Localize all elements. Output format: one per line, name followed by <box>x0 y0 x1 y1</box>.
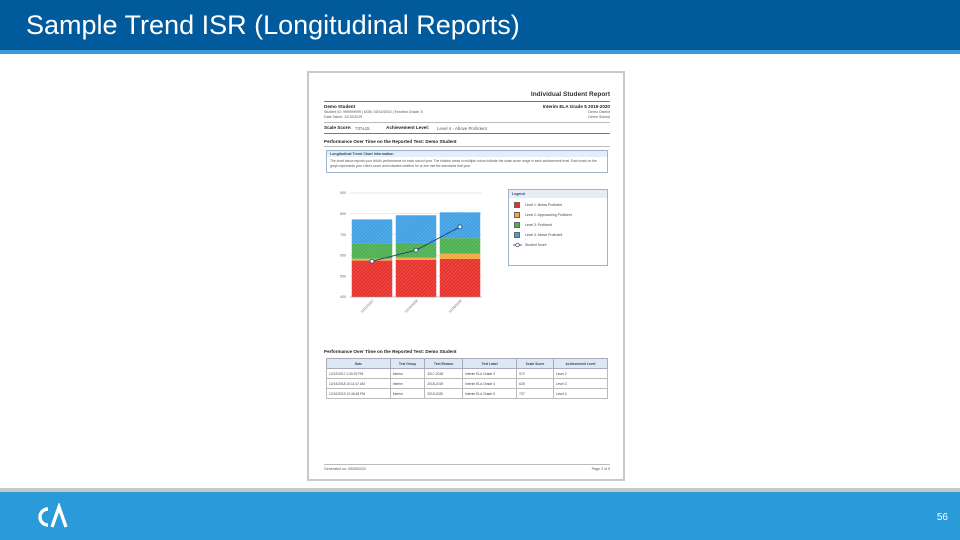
column-header: Test Reason <box>424 358 464 369</box>
y-tick-label: 900 <box>340 191 346 195</box>
table-cell: 737 <box>516 388 554 399</box>
report-document: Individual Student Report Demo Student I… <box>307 71 625 481</box>
column-header: Test Label <box>462 358 518 369</box>
table-row: 12/10/2019 12:46:48 PM Interim 2019-2020… <box>326 388 609 399</box>
level-band-hatch <box>351 260 393 297</box>
table-cell: 2017-2018 <box>424 368 464 379</box>
report-page: Individual Student Report Demo Student I… <box>324 83 610 473</box>
page-of: Page 2 of 5 <box>591 467 610 471</box>
achievement-level-value: Level 4 - Above Proficient <box>437 126 487 131</box>
table-cell: Level 4 <box>552 388 609 399</box>
table-cell: Interim ELA Grade 5 <box>462 388 518 399</box>
scale-score-label: Scale Score: <box>324 125 352 130</box>
student-score-point <box>369 258 375 264</box>
chart-info-box: Longitudinal Trend Chart Information The… <box>326 150 608 173</box>
student-score-point <box>457 224 463 230</box>
legend-title: Legend <box>512 192 525 196</box>
level-band-hatch <box>439 238 481 254</box>
table-cell: 625 <box>516 378 554 389</box>
table-cell: 12/14/2018 10:11:47 AM <box>326 378 391 389</box>
table-row: 12/14/2018 10:11:47 AM Interim 2018-2019… <box>326 378 609 389</box>
legend-box: Legend Level 1: Below Proficient Level 2… <box>508 189 608 266</box>
achievement-level-label: Achievement Level: <box>386 125 430 130</box>
table-cell: Interim <box>389 368 426 379</box>
table-row: 12/12/2017 1:30:32 PM Interim 2017-2018 … <box>326 368 609 379</box>
legend-label: Level 4: Above Proficient <box>525 233 563 237</box>
test-name: Interim ELA Grade 5 2019-2020 <box>542 104 610 109</box>
table-title: Performance Over Time on the Reported Te… <box>324 349 457 354</box>
table-cell: Interim <box>389 388 426 399</box>
table-cell: Interim ELA Grade 4 <box>462 378 518 389</box>
table-cell: 2018-2019 <box>424 378 464 389</box>
legend-swatch <box>514 202 520 208</box>
footer-divider-bar <box>0 488 960 492</box>
level-band-hatch <box>351 243 393 259</box>
table-cell: Level 3 <box>552 378 609 389</box>
section-divider <box>324 146 610 147</box>
table-cell: Interim ELA Grade 3 <box>462 368 518 379</box>
legend-swatch <box>514 232 520 238</box>
level-band-hatch <box>439 253 481 259</box>
district-name: Demo District <box>588 110 610 114</box>
student-meta: Student ID: 999999999 | DOB: 05/15/2010 … <box>324 110 423 114</box>
column-header: Date <box>326 358 391 369</box>
generated-on: Generated on: 05/05/2020 <box>324 467 366 471</box>
legend-label: Student Score <box>525 243 547 247</box>
title-bar: Sample Trend ISR (Longitudinal Reports) <box>0 0 960 50</box>
legend-label: Level 3: Proficient <box>525 223 552 227</box>
level-band-hatch <box>395 215 437 243</box>
table-header-row: Date Test Group Test Reason Test Label S… <box>326 358 609 369</box>
level-band-hatch <box>395 257 437 260</box>
meta-divider <box>324 122 610 123</box>
scale-score-value: 737±15 <box>355 126 370 131</box>
x-tick-label: 12/14/2018 <box>404 299 419 314</box>
y-tick-label: 800 <box>340 212 346 216</box>
y-tick-label: 500 <box>340 274 346 278</box>
level-band-hatch <box>395 259 437 297</box>
level-band-hatch <box>439 258 481 297</box>
ca-logo-icon <box>38 503 68 528</box>
score-divider <box>324 133 610 134</box>
column-header: Test Group <box>389 358 426 369</box>
report-title: Individual Student Report <box>530 91 610 98</box>
x-tick-label: 12/10/2019 <box>448 299 463 314</box>
student-score-marker-icon <box>513 242 522 248</box>
slide-title: Sample Trend ISR (Longitudinal Reports) <box>26 10 520 40</box>
table-cell: Level 2 <box>552 368 609 379</box>
y-tick-label: 600 <box>340 254 346 258</box>
student-score-point <box>413 247 419 253</box>
trend-chart: 400 500 600 700 800 900 12/12/2017 12/14/2018 12… <box>340 191 482 314</box>
section-title: Performance Over Time on the Reported Te… <box>324 139 457 144</box>
legend-label: Level 2: Approaching Proficient <box>525 213 572 217</box>
student-name: Demo Student <box>324 104 356 109</box>
legend-swatch <box>514 212 520 218</box>
title-divider <box>0 50 960 54</box>
table-cell: 572 <box>516 368 554 379</box>
x-tick-label: 12/12/2017 <box>360 299 375 314</box>
level-band-hatch <box>351 219 393 244</box>
table-cell: Interim <box>389 378 426 389</box>
score-history-table: Date Test Group Test Reason Test Label S… <box>326 358 609 399</box>
table-cell: 12/10/2019 12:46:48 PM <box>326 388 391 399</box>
column-header: Scale Score <box>516 358 554 369</box>
y-tick-label: 400 <box>340 295 346 299</box>
table-cell: 2019-2020 <box>424 388 464 399</box>
column-header: Achievement Level <box>552 358 609 369</box>
date-taken: Date Taken: 12/10/2019 <box>324 115 363 119</box>
school-name: Demo School <box>588 115 610 119</box>
slide-page-number: 56 <box>936 512 948 523</box>
y-tick-label: 700 <box>340 233 346 237</box>
legend-swatch <box>514 222 520 228</box>
chart-info-text: The chart below reports your child's per… <box>330 159 597 168</box>
chart-info-title: Longitudinal Trend Chart Information <box>330 152 394 156</box>
footer-bar: 56 <box>0 492 960 540</box>
legend-label: Level 1: Below Proficient <box>525 203 563 207</box>
report-header-divider <box>324 101 610 102</box>
table-cell: 12/12/2017 1:30:32 PM <box>326 368 391 379</box>
footer-divider <box>324 464 610 465</box>
